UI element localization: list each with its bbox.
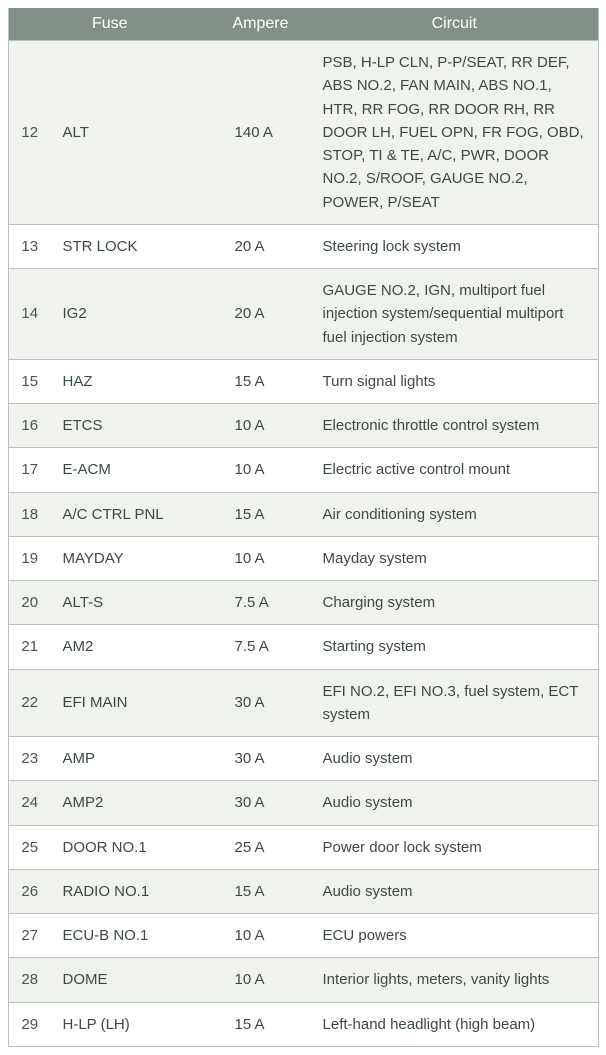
table-row: 22EFI MAIN30 AEFI NO.2, EFI NO.3, fuel s… (9, 669, 599, 737)
fuse-circuit: Audio system (311, 781, 599, 825)
fuse-number: 17 (9, 448, 51, 492)
fuse-ampere: 10 A (211, 914, 311, 958)
col-header-ampere: Ampere (211, 8, 311, 41)
fuse-ampere: 30 A (211, 669, 311, 737)
table-row: 28DOME10 AInterior lights, meters, vanit… (9, 958, 599, 1002)
table-row: 26RADIO NO.115 AAudio system (9, 869, 599, 913)
fuse-number: 21 (9, 625, 51, 669)
fuse-circuit: Steering lock system (311, 224, 599, 268)
fuse-number: 12 (9, 41, 51, 225)
fuse-name: AMP (51, 737, 211, 781)
fuse-ampere: 15 A (211, 359, 311, 403)
fuse-ampere: 10 A (211, 404, 311, 448)
fuse-number: 29 (9, 1002, 51, 1046)
fuse-circuit: ECU powers (311, 914, 599, 958)
table-row: 14IG220 AGAUGE NO.2, IGN, multiport fuel… (9, 269, 599, 360)
fuse-name: HAZ (51, 359, 211, 403)
fuse-circuit: Mayday system (311, 536, 599, 580)
fuse-name: MAYDAY (51, 536, 211, 580)
fuse-name: A/C CTRL PNL (51, 492, 211, 536)
fuse-ampere: 15 A (211, 492, 311, 536)
col-header-circuit: Circuit (311, 8, 599, 41)
fuse-name: DOOR NO.1 (51, 825, 211, 869)
table-row: 24AMP230 AAudio system (9, 781, 599, 825)
fuse-number: 14 (9, 269, 51, 360)
fuse-number: 25 (9, 825, 51, 869)
col-header-fuse: Fuse (9, 8, 211, 41)
table-row: 18A/C CTRL PNL15 AAir conditioning syste… (9, 492, 599, 536)
fuse-number: 27 (9, 914, 51, 958)
fuse-number: 13 (9, 224, 51, 268)
table-row: 12ALT140 APSB, H-LP CLN, P-P/SEAT, RR DE… (9, 41, 599, 225)
fuse-name: ALT (51, 41, 211, 225)
fuse-name: H-LP (LH) (51, 1002, 211, 1046)
table-row: 13STR LOCK20 ASteering lock system (9, 224, 599, 268)
fuse-circuit: Left-hand headlight (high beam) (311, 1002, 599, 1046)
fuse-name: STR LOCK (51, 224, 211, 268)
fuse-number: 28 (9, 958, 51, 1002)
fuse-circuit: Interior lights, meters, vanity lights (311, 958, 599, 1002)
table-row: 23AMP30 AAudio system (9, 737, 599, 781)
fuse-ampere: 15 A (211, 1002, 311, 1046)
fuse-table-body: 12ALT140 APSB, H-LP CLN, P-P/SEAT, RR DE… (9, 41, 599, 1047)
fuse-number: 18 (9, 492, 51, 536)
fuse-ampere: 140 A (211, 41, 311, 225)
fuse-name: ETCS (51, 404, 211, 448)
table-header-row: Fuse Ampere Circuit (9, 8, 599, 41)
table-row: 15HAZ15 ATurn signal lights (9, 359, 599, 403)
fuse-circuit: Electric active control mount (311, 448, 599, 492)
table-row: 19MAYDAY10 AMayday system (9, 536, 599, 580)
fuse-ampere: 10 A (211, 536, 311, 580)
fuse-circuit: Air conditioning system (311, 492, 599, 536)
fuse-number: 20 (9, 581, 51, 625)
fuse-ampere: 7.5 A (211, 581, 311, 625)
fuse-circuit: Electronic throttle control system (311, 404, 599, 448)
fuse-name: EFI MAIN (51, 669, 211, 737)
fuse-name: ALT-S (51, 581, 211, 625)
fuse-name: IG2 (51, 269, 211, 360)
fuse-number: 19 (9, 536, 51, 580)
fuse-ampere: 30 A (211, 737, 311, 781)
fuse-number: 24 (9, 781, 51, 825)
fuse-circuit: Power door lock system (311, 825, 599, 869)
table-row: 17E-ACM10 AElectric active control mount (9, 448, 599, 492)
fuse-name: E-ACM (51, 448, 211, 492)
fuse-circuit: Charging system (311, 581, 599, 625)
fuse-ampere: 10 A (211, 958, 311, 1002)
fuse-number: 26 (9, 869, 51, 913)
table-row: 25DOOR NO.125 APower door lock system (9, 825, 599, 869)
fuse-circuit: Turn signal lights (311, 359, 599, 403)
fuse-circuit: EFI NO.2, EFI NO.3, fuel system, ECT sys… (311, 669, 599, 737)
fuse-ampere: 10 A (211, 448, 311, 492)
fuse-circuit: GAUGE NO.2, IGN, multiport fuel injectio… (311, 269, 599, 360)
fuse-circuit: Starting system (311, 625, 599, 669)
table-row: 20ALT-S7.5 ACharging system (9, 581, 599, 625)
fuse-circuit: PSB, H-LP CLN, P-P/SEAT, RR DEF, ABS NO.… (311, 41, 599, 225)
fuse-number: 23 (9, 737, 51, 781)
fuse-name: AMP2 (51, 781, 211, 825)
table-row: 27ECU-B NO.110 AECU powers (9, 914, 599, 958)
fuse-number: 22 (9, 669, 51, 737)
fuse-name: RADIO NO.1 (51, 869, 211, 913)
fuse-ampere: 15 A (211, 869, 311, 913)
fuse-ampere: 25 A (211, 825, 311, 869)
table-row: 21AM27.5 AStarting system (9, 625, 599, 669)
table-row: 16ETCS10 AElectronic throttle control sy… (9, 404, 599, 448)
fuse-ampere: 20 A (211, 224, 311, 268)
fuse-ampere: 30 A (211, 781, 311, 825)
fuse-ampere: 7.5 A (211, 625, 311, 669)
fuse-name: DOME (51, 958, 211, 1002)
fuse-circuit: Audio system (311, 737, 599, 781)
fuse-name: ECU-B NO.1 (51, 914, 211, 958)
fuse-ampere: 20 A (211, 269, 311, 360)
fuse-circuit: Audio system (311, 869, 599, 913)
fuse-number: 16 (9, 404, 51, 448)
fuse-name: AM2 (51, 625, 211, 669)
table-row: 29H-LP (LH)15 ALeft-hand headlight (high… (9, 1002, 599, 1046)
fuse-table: Fuse Ampere Circuit 12ALT140 APSB, H-LP … (8, 8, 599, 1047)
fuse-number: 15 (9, 359, 51, 403)
